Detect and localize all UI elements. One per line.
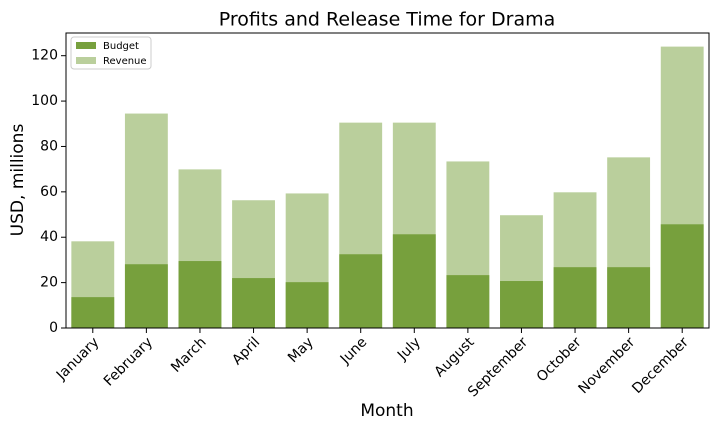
bar — [285, 282, 329, 328]
x-tick-label: January — [53, 334, 103, 384]
bar — [71, 297, 115, 328]
bar — [392, 234, 436, 328]
y-tick-label: 0 — [49, 320, 58, 336]
x-tick-label: March — [168, 334, 209, 375]
bar — [500, 281, 543, 328]
y-tick-label: 60 — [40, 184, 58, 200]
x-tick-label: December — [629, 334, 692, 397]
y-tick-label: 80 — [40, 138, 58, 154]
y-tick-label: 100 — [31, 93, 58, 109]
legend-swatch — [76, 57, 96, 64]
x-tick-label: February — [101, 334, 156, 389]
legend-label: Budget — [103, 41, 139, 52]
bar — [178, 261, 222, 328]
x-tick-label: June — [337, 334, 371, 368]
x-tick-label: November — [575, 334, 638, 397]
x-tick-label: May — [285, 334, 317, 366]
y-axis-label: USD, millions — [8, 124, 28, 237]
x-tick-label: April — [229, 334, 263, 368]
y-tick-label: 40 — [40, 229, 58, 245]
bar — [553, 267, 597, 328]
legend-label: Revenue — [103, 56, 147, 67]
legend-swatch — [76, 42, 96, 49]
chart-title: Profits and Release Time for Drama — [219, 9, 556, 31]
bar — [446, 275, 490, 328]
x-tick-label: October — [534, 334, 585, 385]
x-tick-label: July — [394, 334, 424, 364]
plot-frame — [65, 32, 710, 329]
y-tick-label: 20 — [40, 275, 58, 291]
y-tick-label: 120 — [31, 48, 58, 64]
bar — [124, 264, 168, 328]
x-axis-label: Month — [360, 401, 413, 421]
x-tick-label: August — [432, 334, 478, 380]
bar — [339, 254, 383, 328]
bar — [607, 267, 651, 328]
bar — [660, 224, 704, 328]
bar — [232, 278, 275, 328]
